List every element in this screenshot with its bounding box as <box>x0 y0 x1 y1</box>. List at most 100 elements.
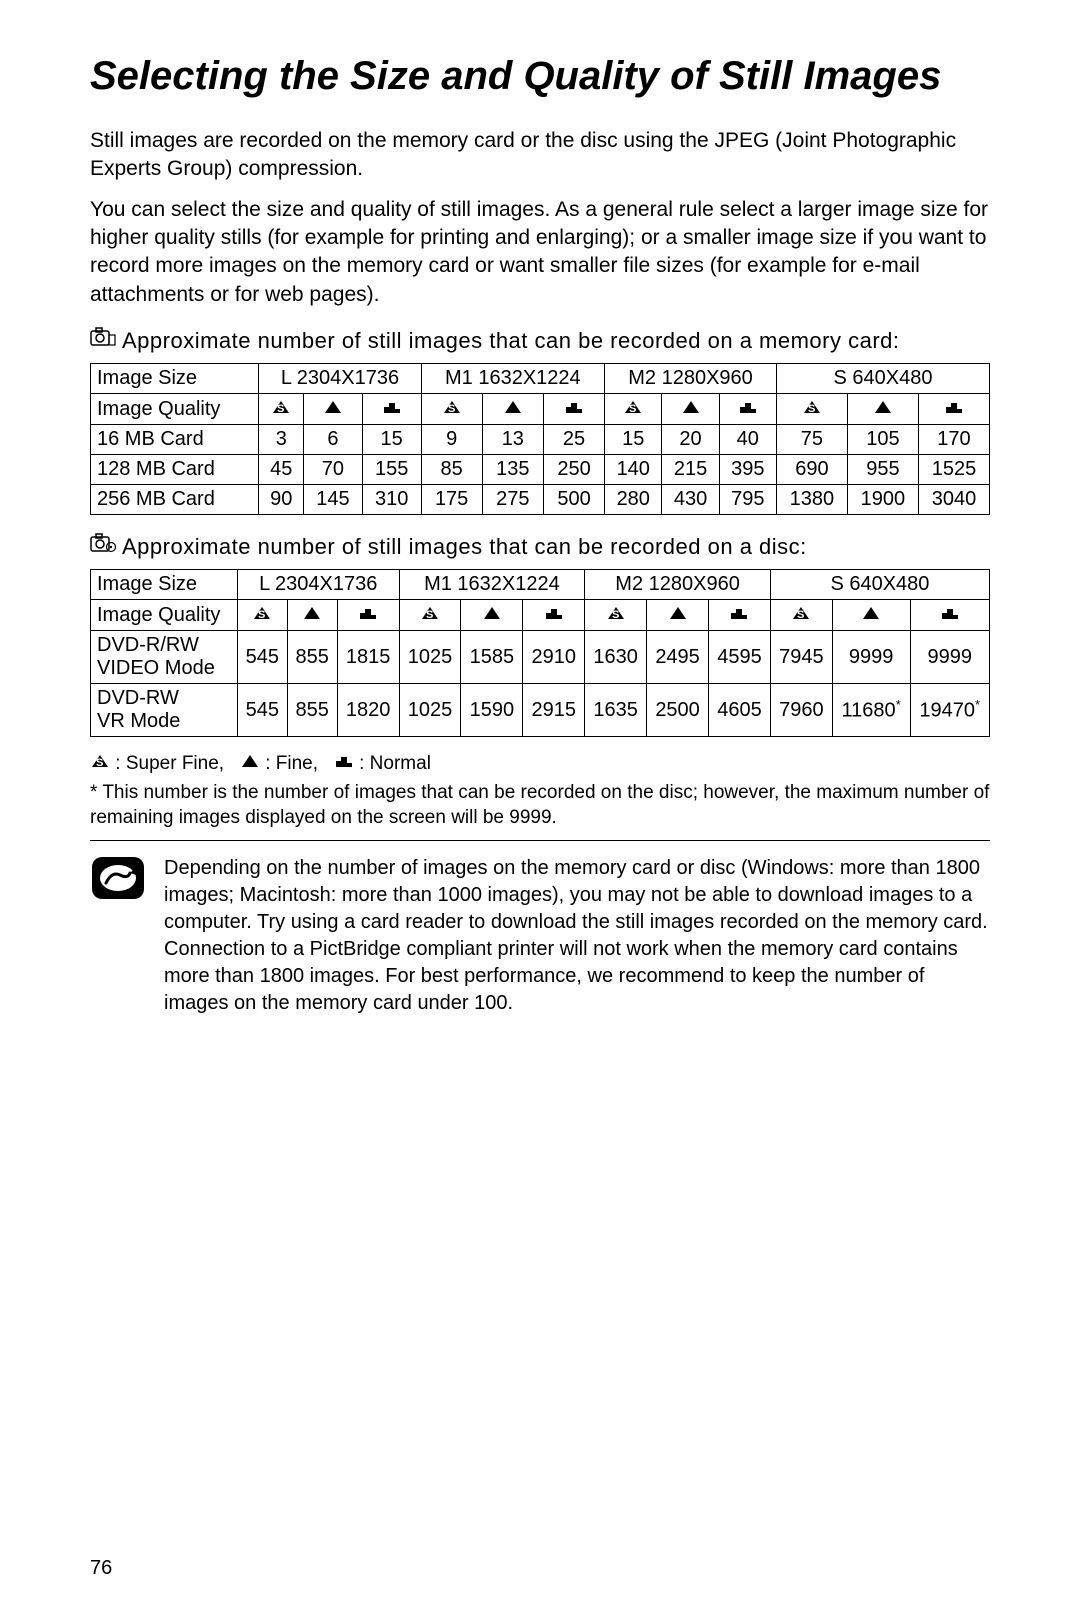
memcard-heading-text: Approximate number of still images that … <box>122 328 900 354</box>
note-box: Depending on the number of images on the… <box>90 840 990 1017</box>
table-cell: 70 <box>304 455 363 485</box>
table-cell: 4605 <box>709 684 771 737</box>
quality-normal-icon <box>709 600 771 631</box>
svg-text:S: S <box>277 403 284 415</box>
table-cell: 545 <box>237 684 287 737</box>
table-cell: 310 <box>362 485 421 515</box>
table-cell: 1590 <box>461 684 523 737</box>
size-col-s: S 640X480 <box>770 570 989 600</box>
table-cell: 1380 <box>776 485 847 515</box>
quality-fine-icon <box>461 600 523 631</box>
table-cell: 19470* <box>910 684 989 737</box>
fine-icon <box>240 751 260 777</box>
table-row: DVD-R/RW VIDEO Mode545855181510251585291… <box>91 631 990 684</box>
table-cell: 1635 <box>585 684 647 737</box>
table-row-header-quality: Image Quality S S S S <box>91 394 990 425</box>
table-cell: 75 <box>776 425 847 455</box>
table-cell: 11680* <box>832 684 910 737</box>
memcard-heading: Approximate number of still images that … <box>90 327 990 355</box>
quality-fine-icon <box>304 394 363 425</box>
note-icon <box>90 855 146 1017</box>
legend-normal: : Normal <box>359 753 431 774</box>
superfine-icon: S <box>90 751 110 777</box>
table-cell: 250 <box>543 455 604 485</box>
quality-fine-icon <box>482 394 543 425</box>
table-cell: 7960 <box>770 684 832 737</box>
row-label: DVD-R/RW VIDEO Mode <box>91 631 238 684</box>
table-cell: 25 <box>543 425 604 455</box>
table-cell: 215 <box>662 455 719 485</box>
table-cell: 2915 <box>523 684 585 737</box>
quality-fine-icon <box>832 600 910 631</box>
table-cell: 45 <box>259 455 304 485</box>
table-cell: 4595 <box>709 631 771 684</box>
svg-text:S: S <box>629 403 636 415</box>
quality-normal-icon <box>719 394 776 425</box>
svg-text:S: S <box>96 757 103 769</box>
page: Selecting the Size and Quality of Still … <box>0 0 1080 1620</box>
image-quality-label: Image Quality <box>91 394 259 425</box>
table-cell: 85 <box>421 455 482 485</box>
table-cell: 90 <box>259 485 304 515</box>
page-number: 76 <box>90 1557 990 1580</box>
size-col-m1: M1 1632X1224 <box>399 570 585 600</box>
svg-text:S: S <box>612 609 619 621</box>
table-cell: 15 <box>362 425 421 455</box>
normal-icon <box>334 751 354 777</box>
quality-fine-icon <box>662 394 719 425</box>
quality-superfine-icon: S <box>770 600 832 631</box>
quality-normal-icon <box>543 394 604 425</box>
quality-legend: S : Super Fine, : Fine, : Normal <box>90 751 990 777</box>
quality-superfine-icon: S <box>605 394 662 425</box>
svg-text:S: S <box>808 403 815 415</box>
table-cell: 6 <box>304 425 363 455</box>
table-cell: 13 <box>482 425 543 455</box>
image-size-label: Image Size <box>91 570 238 600</box>
table-cell: 9999 <box>832 631 910 684</box>
table-row: 128 MB Card45701558513525014021539569095… <box>91 455 990 485</box>
table-cell: 9 <box>421 425 482 455</box>
quality-normal-icon <box>362 394 421 425</box>
note-paragraph-2: Connection to a PictBridge compliant pri… <box>164 936 990 1017</box>
row-label: 256 MB Card <box>91 485 259 515</box>
table-cell: 955 <box>847 455 918 485</box>
disc-table: Image Size L 2304X1736 M1 1632X1224 M2 1… <box>90 569 990 737</box>
quality-fine-icon <box>287 600 337 631</box>
page-title: Selecting the Size and Quality of Still … <box>90 55 990 97</box>
table-row: DVD-RW VR Mode54585518201025159029151635… <box>91 684 990 737</box>
table-cell: 135 <box>482 455 543 485</box>
table-row: 16 MB Card36159132515204075105170 <box>91 425 990 455</box>
quality-normal-icon <box>918 394 989 425</box>
table-row-header-size: Image Size L 2304X1736 M1 1632X1224 M2 1… <box>91 570 990 600</box>
quality-superfine-icon: S <box>259 394 304 425</box>
table-cell: 7945 <box>770 631 832 684</box>
table-cell: 40 <box>719 425 776 455</box>
quality-superfine-icon: S <box>421 394 482 425</box>
row-label: DVD-RW VR Mode <box>91 684 238 737</box>
intro-paragraph-1: Still images are recorded on the memory … <box>90 127 990 184</box>
size-col-l: L 2304X1736 <box>237 570 399 600</box>
note-paragraph-1: Depending on the number of images on the… <box>164 855 990 936</box>
image-quality-label: Image Quality <box>91 600 238 631</box>
quality-superfine-icon: S <box>237 600 287 631</box>
table-cell: 1815 <box>337 631 399 684</box>
size-col-m2: M2 1280X960 <box>585 570 771 600</box>
table-row-header-size: Image Size L 2304X1736 M1 1632X1224 M2 1… <box>91 364 990 394</box>
table-cell: 2495 <box>647 631 709 684</box>
table-cell: 3040 <box>918 485 989 515</box>
table-cell: 1525 <box>918 455 989 485</box>
row-label: 128 MB Card <box>91 455 259 485</box>
footnote: * This number is the number of images th… <box>90 781 990 830</box>
table-cell: 1025 <box>399 684 461 737</box>
table-cell: 1630 <box>585 631 647 684</box>
table-cell: 395 <box>719 455 776 485</box>
table-cell: 105 <box>847 425 918 455</box>
disc-heading: Approximate number of still images that … <box>90 533 990 561</box>
quality-normal-icon <box>337 600 399 631</box>
table-cell: 795 <box>719 485 776 515</box>
legend-fine: : Fine, <box>265 753 318 774</box>
disc-heading-text: Approximate number of still images that … <box>122 534 807 560</box>
note-text: Depending on the number of images on the… <box>164 855 990 1017</box>
memcard-table: Image Size L 2304X1736 M1 1632X1224 M2 1… <box>90 363 990 515</box>
size-col-l: L 2304X1736 <box>259 364 421 394</box>
